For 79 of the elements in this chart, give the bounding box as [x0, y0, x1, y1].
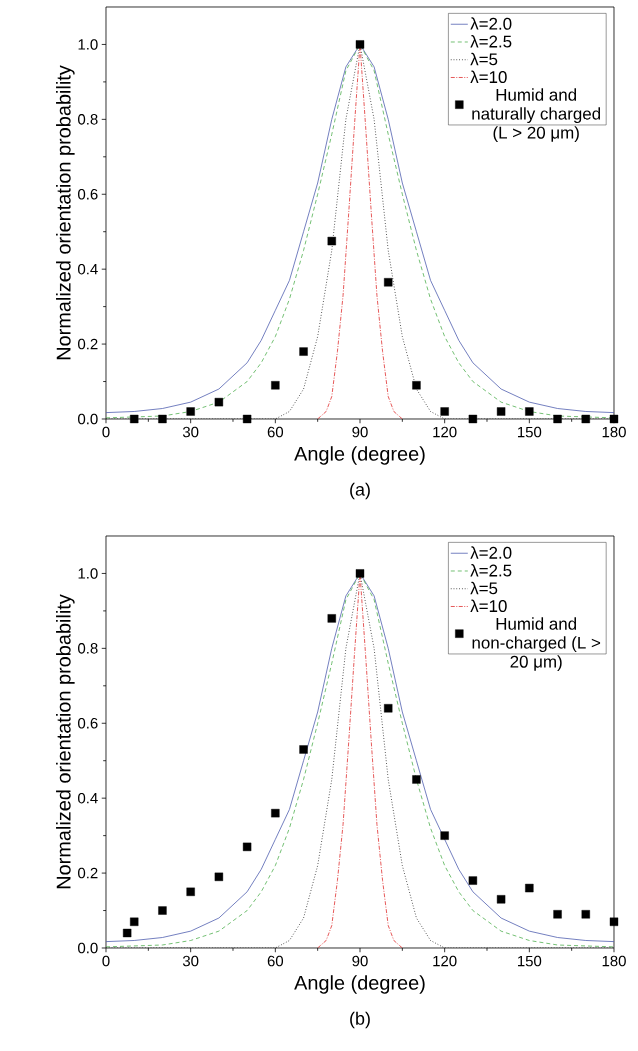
y-tick-label: 0.0 — [78, 413, 98, 425]
point — [158, 414, 167, 424]
y-tick-label: 0.2 — [78, 338, 98, 350]
legend-label: λ=5 — [470, 52, 498, 66]
point — [496, 895, 506, 904]
point — [130, 917, 139, 926]
x-tick-label: 120 — [433, 955, 457, 967]
legend-label: λ=2.0 — [470, 17, 512, 30]
x-tick-label: 0 — [102, 955, 110, 967]
point — [384, 704, 393, 713]
y-tick-label: 0.8 — [78, 643, 98, 654]
point — [130, 414, 139, 424]
x-tick-label: 150 — [518, 426, 542, 438]
x-tick-label: 180 — [602, 955, 626, 967]
legend-label: λ=10 — [470, 70, 507, 84]
point — [581, 910, 590, 919]
point — [525, 407, 534, 416]
x-tick-label: 60 — [267, 426, 284, 438]
point — [609, 917, 619, 926]
text: (b) — [350, 1011, 370, 1029]
point — [553, 414, 562, 424]
point — [355, 569, 365, 578]
point — [440, 831, 449, 840]
legend-label: Humid and non-charged (L > 20 μm) — [472, 617, 601, 671]
x-tick-label: 90 — [352, 955, 368, 967]
point — [355, 40, 365, 49]
point — [581, 414, 590, 424]
x-axis-title: Angle (degree) — [294, 446, 425, 465]
x-tick-label: 30 — [182, 955, 199, 967]
y-tick-label: 0.6 — [78, 717, 98, 729]
x-tick-label: 150 — [518, 955, 542, 967]
point — [158, 906, 167, 915]
point — [553, 910, 562, 919]
y-tick-label: 0.6 — [78, 188, 98, 200]
x-tick-label: 60 — [267, 955, 284, 967]
point — [440, 407, 449, 416]
legend-label: λ=2.5 — [470, 35, 512, 48]
point — [299, 347, 308, 356]
point — [122, 928, 132, 938]
point — [609, 414, 619, 424]
point — [412, 775, 421, 784]
legend-label: λ=10 — [470, 599, 507, 613]
x-tick-label: 120 — [433, 426, 457, 438]
point — [186, 407, 195, 416]
y-axis-title: Normalized orientation probability — [56, 65, 75, 360]
point — [468, 414, 478, 424]
legend-label: λ=5 — [470, 581, 498, 595]
y-axis-title: Normalized orientation probability — [56, 594, 75, 889]
point — [496, 407, 506, 416]
point — [384, 278, 393, 287]
point — [327, 614, 336, 623]
x-axis-title: Angle (degree) — [294, 975, 425, 994]
point — [242, 842, 252, 852]
y-tick-label: 0.4 — [78, 263, 98, 275]
point — [214, 872, 224, 882]
y-tick-label: 0.2 — [78, 867, 98, 879]
point — [468, 876, 478, 885]
y-tick-label: 1.0 — [78, 39, 98, 50]
point — [214, 397, 224, 407]
legend-label: λ=2.0 — [470, 546, 512, 559]
y-tick-label: 1.0 — [78, 568, 98, 579]
point — [412, 381, 421, 390]
x-tick-label: 90 — [352, 426, 368, 438]
point — [271, 381, 280, 390]
legend-label: λ=2.5 — [470, 564, 512, 577]
y-tick-label: 0.4 — [78, 792, 98, 804]
point — [242, 414, 252, 424]
legend-label: Humid and naturally charged (L > 20 μm) — [472, 88, 601, 142]
y-tick-label: 0.8 — [78, 114, 98, 125]
x-tick-label: 30 — [182, 426, 199, 438]
point — [299, 745, 308, 754]
y-tick-label: 0.0 — [78, 942, 98, 954]
x-tick-label: 180 — [602, 426, 626, 438]
point — [525, 883, 534, 893]
point — [186, 887, 195, 896]
x-tick-label: 0 — [102, 426, 110, 438]
text: (a) — [350, 482, 370, 500]
point — [327, 236, 336, 246]
point — [271, 808, 280, 818]
